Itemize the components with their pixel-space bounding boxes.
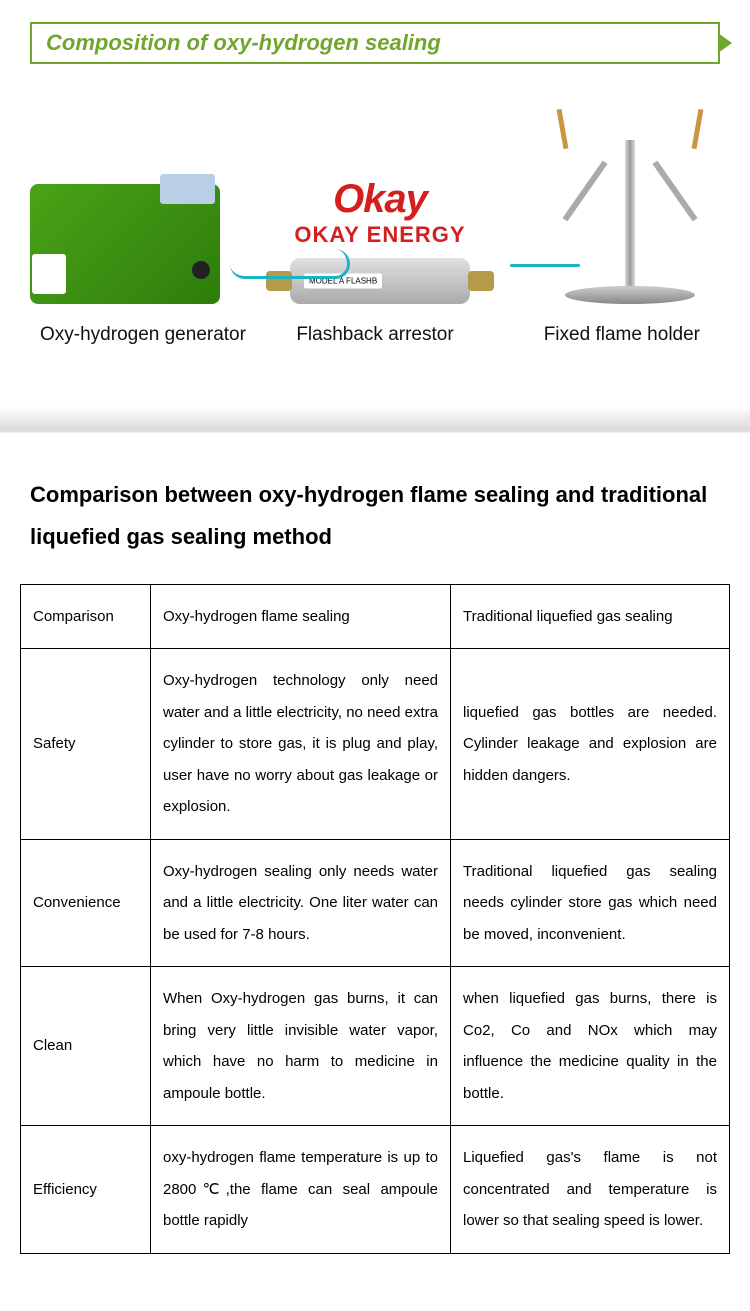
cell: oxy-hydrogen flame temperature is up to … [151,1126,451,1254]
col-header: Traditional liquefied gas sealing [451,584,730,649]
brand-sub: OKAY ENERGY [294,222,465,248]
connector-wire-2 [510,264,580,267]
comparison-table: Comparison Oxy-hydrogen flame sealing Tr… [20,584,730,1254]
connector-wire-1 [230,249,350,279]
generator-illustration [20,164,230,304]
cell: Traditional liquefied gas sealing needs … [451,839,730,967]
section-divider [0,406,750,456]
table-row: Efficiency oxy-hydrogen flame temperatur… [21,1126,730,1254]
equipment-row: Okay OKAY ENERGY MODEL A FLASHB [20,104,730,304]
section-title: Composition of oxy-hydrogen sealing [30,22,720,64]
label-arrestor: Flashback arrestor [264,324,485,346]
comparison-heading: Comparison between oxy-hydrogen flame se… [0,456,750,584]
cell: When Oxy-hydrogen gas burns, it can brin… [151,967,451,1126]
cell: liquefied gas bottles are needed. Cylind… [451,649,730,840]
col-header: Oxy-hydrogen flame sealing [151,584,451,649]
table-row: Convenience Oxy-hydrogen sealing only ne… [21,839,730,967]
col-header: Comparison [21,584,151,649]
flame-holder-illustration [530,104,730,304]
table-row: Clean When Oxy-hydrogen gas burns, it ca… [21,967,730,1126]
brand-main: Okay [294,177,465,222]
row-label: Clean [21,967,151,1126]
composition-diagram: Okay OKAY ENERGY MODEL A FLASHB Oxy-hydr… [0,74,750,386]
row-label: Safety [21,649,151,840]
label-holder: Fixed flame holder [489,324,710,346]
label-generator: Oxy-hydrogen generator [40,324,261,346]
table-row: Safety Oxy-hydrogen technology only need… [21,649,730,840]
row-label: Convenience [21,839,151,967]
center-column: Okay OKAY ENERGY MODEL A FLASHB [250,177,510,304]
equipment-labels: Oxy-hydrogen generator Flashback arresto… [20,304,730,346]
row-label: Efficiency [21,1126,151,1254]
cell: Oxy-hydrogen sealing only needs water an… [151,839,451,967]
section-title-wrap: Composition of oxy-hydrogen sealing [0,0,750,74]
brand-logo: Okay OKAY ENERGY [294,177,465,248]
cell: Liquefied gas's flame is not concentrate… [451,1126,730,1254]
cell: Oxy-hydrogen technology only need water … [151,649,451,840]
cell: when liquefied gas burns, there is Co2, … [451,967,730,1126]
table-header-row: Comparison Oxy-hydrogen flame sealing Tr… [21,584,730,649]
